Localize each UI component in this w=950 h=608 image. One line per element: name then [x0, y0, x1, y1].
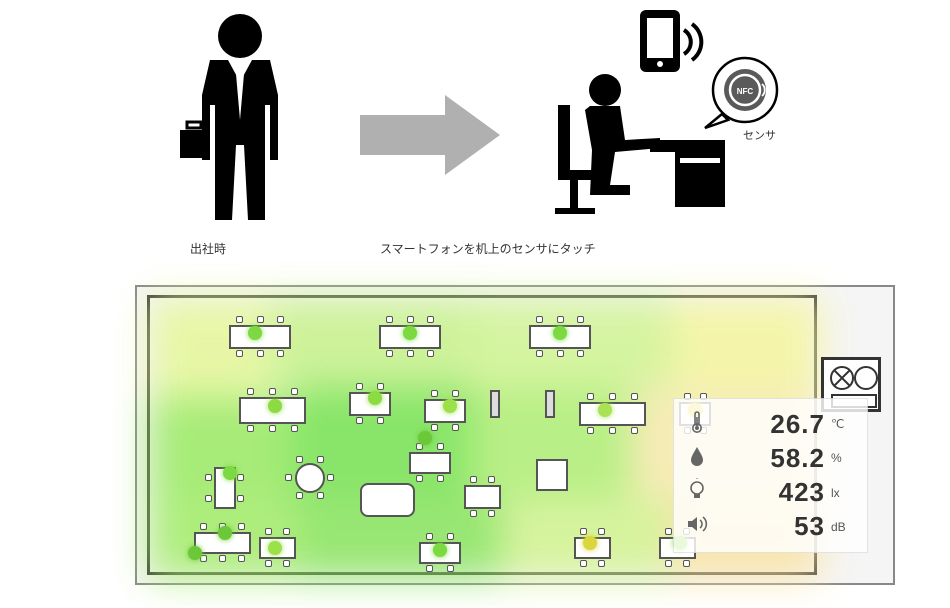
- bulb-icon: [684, 478, 710, 507]
- desk-cluster: [400, 443, 460, 483]
- sensor-dot: [418, 431, 432, 445]
- readout-row-bulb: 423lx: [684, 476, 857, 509]
- readout-row-droplet: 58.2%: [684, 442, 857, 475]
- sound-icon: [684, 514, 710, 539]
- sensor-dot: [403, 326, 417, 340]
- sensor-dot: [368, 391, 382, 405]
- sensor-dot: [223, 466, 237, 480]
- readout-unit: ℃: [825, 417, 857, 431]
- readout-value: 26.7: [710, 409, 825, 440]
- desk-nfc-icon: NFC: [530, 10, 790, 230]
- desk-cluster: [490, 390, 500, 418]
- caption-right: スマートフォンを机上のセンサにタッチ: [380, 240, 596, 257]
- droplet-icon: [684, 444, 710, 473]
- arrow-icon: [355, 85, 505, 185]
- readout-value: 423: [710, 477, 825, 508]
- desk-cluster: [570, 393, 655, 435]
- readout-panel: 26.7℃58.2%423lx53dB: [673, 398, 868, 553]
- sensor-dot: [553, 326, 567, 340]
- readout-value: 58.2: [710, 443, 825, 474]
- sensor-dot: [268, 541, 282, 555]
- businessman-icon: [180, 10, 300, 230]
- sensor-dot: [248, 326, 262, 340]
- sensor-dot: [583, 536, 597, 550]
- sensor-dot: [433, 543, 447, 557]
- heatmap-cell: [670, 298, 820, 388]
- desk-cluster: [545, 390, 555, 418]
- sensor-dot: [188, 546, 202, 560]
- sensor-dot: [598, 403, 612, 417]
- readout-unit: %: [825, 451, 857, 465]
- thermometer-icon: [684, 410, 710, 439]
- floorplan: 26.7℃58.2%423lx53dB: [135, 285, 895, 585]
- svg-text:NFC: NFC: [737, 87, 754, 96]
- readout-value: 53: [710, 511, 825, 542]
- caption-left: 出社時: [190, 240, 226, 257]
- desk-cluster: [455, 476, 510, 518]
- sensor-label: センサ: [743, 127, 776, 143]
- desk-cluster: [340, 383, 400, 425]
- desk-cluster: [360, 483, 415, 517]
- readout-row-sound: 53dB: [684, 510, 857, 543]
- sensor-dot: [268, 399, 282, 413]
- top-diagram: NFC 出社時 スマートフォンを机上のセンサにタッチ センサ: [0, 0, 950, 260]
- readout-unit: dB: [825, 520, 857, 534]
- readout-row-thermometer: 26.7℃: [684, 408, 857, 441]
- desk-cluster: [285, 453, 335, 503]
- desk-cluster: [530, 453, 574, 497]
- sensor-dot: [218, 526, 232, 540]
- readout-unit: lx: [825, 486, 857, 500]
- sensor-dot: [443, 399, 457, 413]
